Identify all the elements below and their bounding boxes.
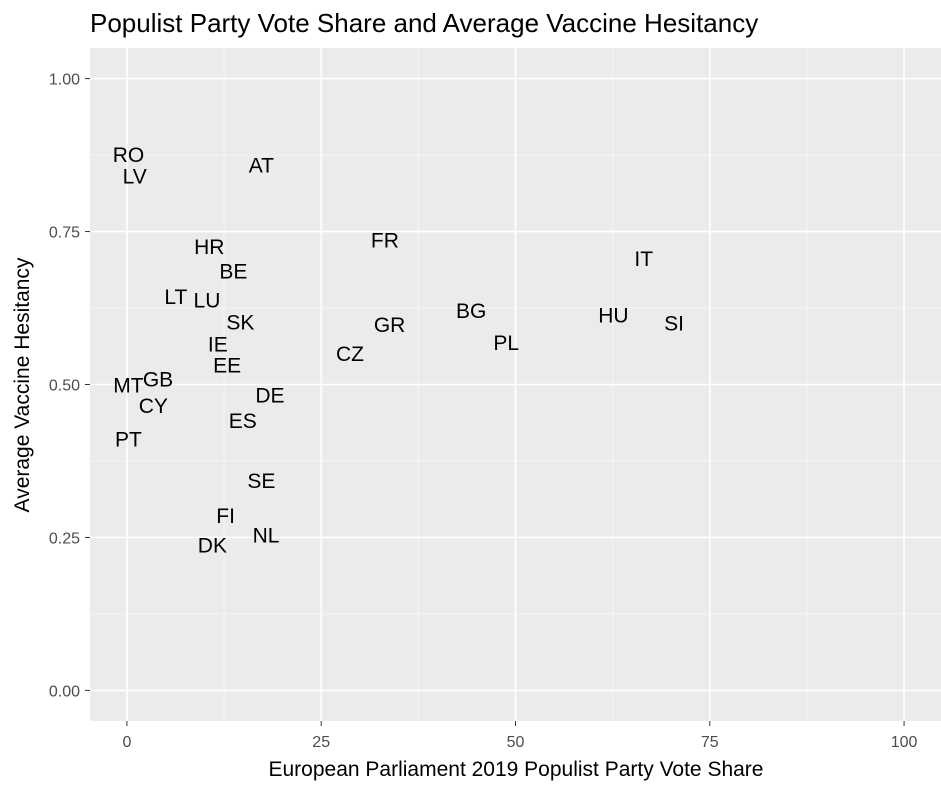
y-tick-label: 1.00 (49, 72, 80, 89)
x-tick-label: 0 (122, 734, 131, 751)
x-axis: 0 25 50 75 100 (122, 721, 918, 751)
point-label-ro: RO (113, 144, 145, 167)
point-label-nl: NL (253, 525, 280, 548)
point-label-lu: LU (194, 290, 221, 313)
point-label-hu: HU (598, 304, 628, 327)
point-label-sk: SK (226, 312, 254, 335)
point-label-lv: LV (123, 165, 147, 188)
point-label-pl: PL (493, 332, 519, 355)
chart-title: Populist Party Vote Share and Average Va… (90, 8, 758, 38)
point-label-es: ES (229, 410, 257, 433)
point-label-mt: MT (113, 375, 143, 398)
y-tick-label: 0.25 (49, 530, 80, 547)
y-tick-label: 0.75 (49, 225, 80, 242)
point-label-cz: CZ (336, 343, 364, 366)
x-tick-label: 25 (312, 734, 330, 751)
point-label-si: SI (664, 312, 684, 335)
point-label-pt: PT (115, 429, 142, 452)
point-label-it: IT (634, 248, 653, 271)
point-label-de: DE (255, 385, 284, 408)
y-tick-label: 0.00 (49, 683, 80, 700)
y-axis: 0.00 0.25 0.50 0.75 1.00 (49, 72, 90, 700)
x-tick-label: 50 (507, 734, 525, 751)
point-label-se: SE (247, 470, 275, 493)
point-label-gr: GR (374, 314, 406, 337)
major-grid (90, 48, 941, 721)
point-label-ee: EE (213, 355, 241, 378)
x-axis-title: European Parliament 2019 Populist Party … (269, 758, 764, 781)
point-label-cy: CY (139, 395, 168, 418)
point-label-lt: LT (164, 286, 187, 309)
point-label-dk: DK (198, 534, 227, 557)
point-label-gb: GB (143, 369, 173, 392)
point-label-ie: IE (208, 334, 228, 357)
y-tick-label: 0.50 (49, 378, 80, 395)
point-label-at: AT (249, 154, 274, 177)
point-label-bg: BG (456, 300, 486, 323)
x-tick-label: 75 (701, 734, 719, 751)
point-label-fr: FR (371, 230, 399, 253)
point-label-fi: FI (216, 505, 235, 528)
x-tick-label: 100 (891, 734, 918, 751)
y-axis-title: Average Vaccine Hesitancy (11, 257, 34, 512)
point-label-be: BE (219, 260, 247, 283)
point-label-hr: HR (194, 236, 224, 259)
